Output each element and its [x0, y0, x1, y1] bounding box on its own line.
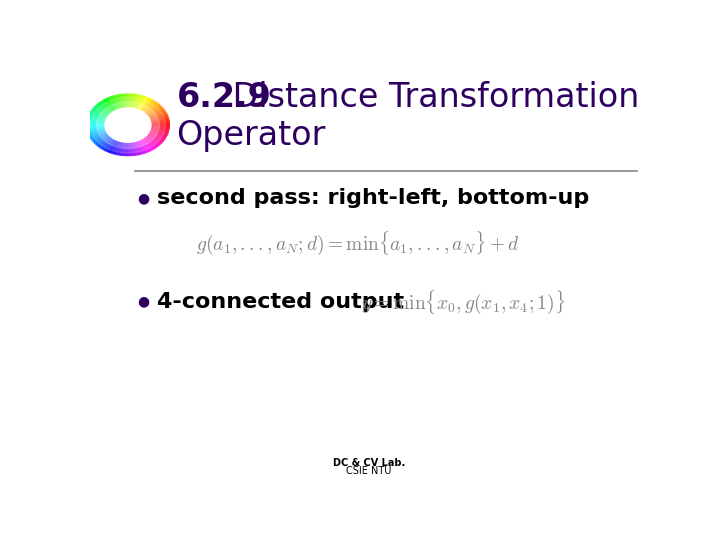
- Wedge shape: [134, 138, 145, 155]
- Wedge shape: [100, 100, 117, 114]
- Wedge shape: [140, 134, 159, 149]
- Circle shape: [105, 108, 151, 142]
- Wedge shape: [130, 139, 137, 156]
- Wedge shape: [132, 138, 141, 156]
- Wedge shape: [88, 112, 111, 121]
- Wedge shape: [144, 131, 166, 141]
- Wedge shape: [142, 133, 162, 146]
- Wedge shape: [147, 122, 170, 125]
- Wedge shape: [86, 126, 109, 132]
- Wedge shape: [135, 137, 149, 153]
- Wedge shape: [90, 131, 112, 141]
- Wedge shape: [91, 132, 113, 144]
- Wedge shape: [86, 125, 109, 129]
- Text: Operator: Operator: [176, 119, 326, 152]
- Text: 4-connected output: 4-connected output: [157, 292, 404, 312]
- Wedge shape: [120, 94, 126, 111]
- Text: second pass: right-left, bottom-up: second pass: right-left, bottom-up: [157, 188, 589, 208]
- Wedge shape: [147, 125, 170, 129]
- Text: Distance Transformation: Distance Transformation: [222, 82, 639, 114]
- Wedge shape: [128, 139, 132, 156]
- Wedge shape: [115, 94, 124, 112]
- Wedge shape: [145, 112, 168, 121]
- Wedge shape: [128, 94, 132, 111]
- Circle shape: [96, 102, 159, 148]
- Wedge shape: [124, 94, 128, 111]
- Wedge shape: [111, 96, 122, 112]
- Wedge shape: [138, 137, 153, 152]
- Wedge shape: [144, 110, 166, 119]
- Wedge shape: [146, 116, 169, 122]
- Text: ●: ●: [138, 191, 150, 205]
- Wedge shape: [97, 134, 115, 149]
- Wedge shape: [87, 128, 110, 134]
- Wedge shape: [90, 110, 112, 119]
- Wedge shape: [146, 119, 170, 124]
- Wedge shape: [139, 136, 156, 150]
- Wedge shape: [143, 132, 164, 144]
- Wedge shape: [94, 133, 114, 146]
- Wedge shape: [135, 97, 149, 113]
- Wedge shape: [146, 126, 170, 132]
- Wedge shape: [130, 94, 137, 111]
- Wedge shape: [104, 98, 119, 114]
- Wedge shape: [88, 130, 111, 138]
- Wedge shape: [140, 102, 159, 116]
- Wedge shape: [142, 104, 162, 117]
- Wedge shape: [107, 137, 120, 153]
- Circle shape: [86, 94, 170, 156]
- Wedge shape: [132, 94, 141, 112]
- Wedge shape: [107, 97, 120, 113]
- Wedge shape: [139, 100, 156, 114]
- Wedge shape: [124, 139, 128, 156]
- Wedge shape: [145, 130, 168, 138]
- Text: CSIE NTU: CSIE NTU: [346, 467, 392, 476]
- Wedge shape: [86, 119, 109, 124]
- Wedge shape: [86, 122, 109, 125]
- Text: $g(a_1,...,a_N;d) = \min\{a_1,...,a_N\} + d$: $g(a_1,...,a_N;d) = \min\{a_1,...,a_N\} …: [196, 230, 520, 258]
- Text: $y = \min\{x_0, g(x_1, x_4; 1)\}$: $y = \min\{x_0, g(x_1, x_4; 1)\}$: [361, 288, 565, 315]
- Wedge shape: [146, 128, 169, 134]
- Wedge shape: [120, 139, 126, 156]
- Wedge shape: [104, 137, 119, 152]
- Wedge shape: [87, 116, 110, 122]
- Wedge shape: [91, 107, 113, 118]
- Circle shape: [90, 97, 166, 153]
- Text: 6.2.9: 6.2.9: [176, 82, 271, 114]
- Wedge shape: [94, 104, 114, 117]
- Wedge shape: [134, 96, 145, 112]
- Wedge shape: [97, 102, 115, 116]
- Text: ●: ●: [138, 295, 150, 309]
- Wedge shape: [111, 138, 122, 155]
- Wedge shape: [100, 136, 117, 150]
- Wedge shape: [143, 107, 164, 118]
- Wedge shape: [138, 98, 153, 114]
- Text: DC & CV Lab.: DC & CV Lab.: [333, 458, 405, 468]
- Wedge shape: [115, 138, 124, 156]
